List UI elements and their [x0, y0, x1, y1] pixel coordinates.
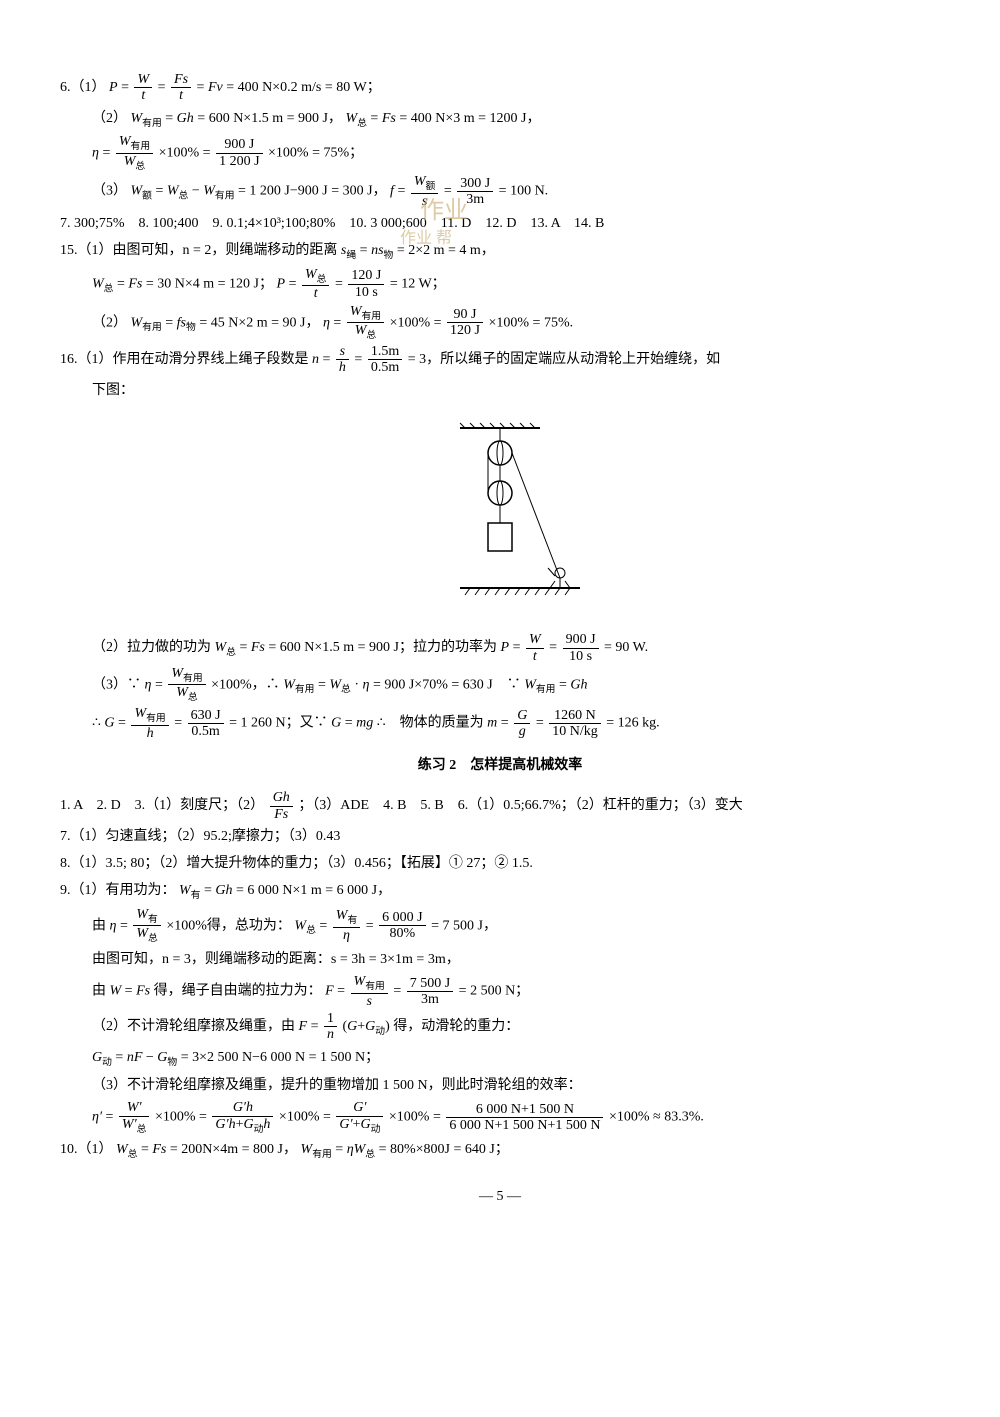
p2-q1-6: 1. A 2. D 3.（1）刻度尺；（2） GhFs ；（3）ADE 4. B…	[60, 790, 940, 822]
q16-p1: 16.（1）作用在动滑分界线上绳子段数是 n = sh = 1.5m0.5m =…	[60, 344, 940, 376]
q6-p3: （3） W额 = W总 − W有用 = 1 200 J−900 J = 300 …	[60, 174, 940, 209]
p2-q9-1c: 由图可知，n = 3，则绳端移动的距离：s = 3h = 3×1m = 3m，	[60, 947, 940, 972]
q16-p4: ∴ G = W有用h = 630 J0.5m = 1 260 N；又∵ G = …	[60, 706, 940, 741]
p2-q9-3b: η′ = W′W′总 ×100% = G′hG′h+G动h ×100% = G′…	[60, 1100, 940, 1135]
q7-14: 7. 300;75% 8. 100;400 9. 0.1;4×10³;100;8…	[60, 211, 940, 236]
p2-q7: 7.（1）匀速直线；（2）95.2;摩擦力；（3）0.43	[60, 824, 940, 849]
p2-q9-1d: 由 W = Fs 得，绳子自由端的拉力为： F = W有用s = 7 500 J…	[60, 974, 940, 1009]
p2-q9-2b: G动 = nF − G物 = 3×2 500 N−6 000 N = 1 500…	[60, 1045, 940, 1071]
q6-p2: （2） W有用 = Gh = 600 N×1.5 m = 900 J， W总 =…	[60, 106, 940, 132]
p2-q10: 10.（1） W总 = Fs = 200N×4m = 800 J， W有用 = …	[60, 1137, 940, 1163]
section-title: 练习 2 怎样提高机械效率	[60, 753, 940, 778]
q16-p3: （3）∵ η = W有用W总 ×100%，∴ W有用 = W总 · η = 90…	[60, 666, 940, 704]
p2-q9-1a: 9.（1）有用功为： W有 = Gh = 6 000 N×1 m = 6 000…	[60, 878, 940, 904]
p2-q9-1b: 由 η = W有W总 ×100%得，总功为： W总 = W有η = 6 000 …	[60, 907, 940, 945]
q16-p2: （2）拉力做的功为 W总 = Fs = 600 N×1.5 m = 900 J；…	[60, 632, 940, 664]
page-number: — 5 —	[60, 1184, 940, 1209]
p2-q9-3a: （3）不计滑轮组摩擦及绳重，提升的重物增加 1 500 N，则此时滑轮组的效率：	[60, 1073, 940, 1098]
q15-w: W总 = Fs = 30 N×4 m = 120 J； P = W总t = 12…	[60, 267, 940, 302]
p2-q9-2a: （2）不计滑轮组摩擦及绳重，由 F = 1n (G+G动) 得，动滑轮的重力：	[60, 1011, 940, 1043]
q6-p1: 6.（1） P = Wt = Fst = Fv = 400 N×0.2 m/s …	[60, 72, 940, 104]
q15-p1: 15.（1）由图可知，n = 2，则绳端移动的距离 s绳 = ns物 = 2×2…	[60, 238, 940, 264]
text: = 400 N×0.2 m/s = 80 W；	[226, 80, 381, 95]
text: 6.（1）	[60, 80, 106, 95]
q15-p2: （2） W有用 = fs物 = 45 N×2 m = 90 J， η = W有用…	[60, 304, 940, 342]
q6-eta: η = W有用W总 ×100% = 900 J1 200 J ×100% = 7…	[60, 134, 940, 172]
pulley-figure	[60, 413, 940, 622]
p2-q8: 8.（1）3.5; 80；（2）增大提升物体的重力；（3）0.456；【拓展】①…	[60, 851, 940, 876]
q16-p1b: 下图：	[60, 378, 940, 403]
